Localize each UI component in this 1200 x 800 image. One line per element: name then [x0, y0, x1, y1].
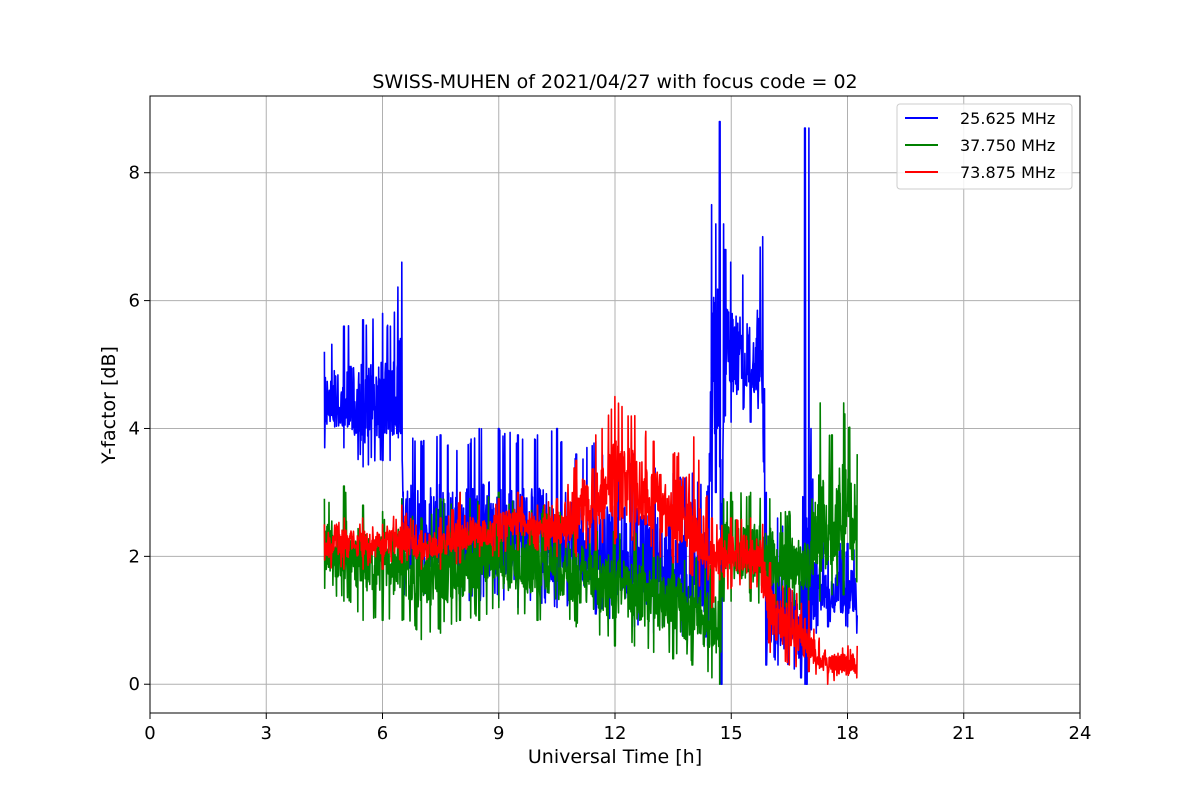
x-axis: 0 3 6 9 12 15 18 21 24: [144, 713, 1091, 744]
x-tick-label: 15: [720, 723, 743, 744]
x-tick-label: 3: [261, 723, 272, 744]
x-axis-label: Universal Time [h]: [528, 746, 702, 768]
series-line-2: [323, 395, 858, 685]
x-tick-label: 21: [952, 723, 975, 744]
x-tick-label: 6: [377, 723, 388, 744]
x-tick-label: 18: [836, 723, 859, 744]
y-tick-label: 8: [129, 163, 140, 184]
legend-label-2: 73.875 MHz: [960, 163, 1055, 182]
legend-box: [896, 103, 1073, 190]
x-tick-label: 0: [144, 723, 155, 744]
x-tick-label: 24: [1069, 723, 1092, 744]
plot-area: [323, 120, 858, 685]
legend-label-1: 37.750 MHz: [960, 136, 1055, 155]
y-tick-label: 2: [129, 546, 140, 567]
x-tick-label: 12: [604, 723, 627, 744]
y-tick-label: 6: [129, 291, 140, 312]
legend: 25.625 MHz 37.750 MHz 73.875 MHz: [896, 103, 1073, 190]
legend-label-0: 25.625 MHz: [960, 109, 1055, 128]
chart-title: SWISS-MUHEN of 2021/04/27 with focus cod…: [372, 71, 857, 93]
y-tick-label: 4: [129, 418, 140, 439]
y-tick-label: 0: [129, 674, 140, 695]
y-axis-label: Y-factor [dB]: [98, 346, 120, 465]
y-axis: 0 2 4 6 8: [129, 163, 150, 695]
x-tick-label: 9: [493, 723, 504, 744]
